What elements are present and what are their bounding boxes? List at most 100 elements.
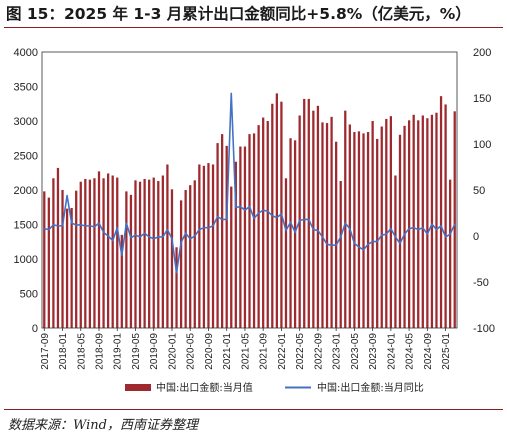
bar [362, 133, 365, 328]
bar [170, 189, 174, 328]
right-tick-label: 100 [473, 139, 491, 151]
line-point [102, 231, 105, 233]
line-point [226, 218, 228, 221]
line-point [330, 244, 333, 246]
legend-label-line: 中国:出口金额:当月同比 [317, 381, 424, 394]
x-tick-label: 2021-01 [222, 333, 233, 370]
bar [138, 181, 142, 328]
bar [435, 112, 438, 328]
line-point [317, 229, 319, 232]
line-point [294, 231, 296, 233]
bar [125, 191, 128, 328]
line-point [153, 238, 155, 240]
plot-frame [41, 51, 458, 329]
bar [417, 120, 420, 328]
line-point [431, 223, 433, 225]
x-tick-label: 2025-01 [441, 333, 452, 370]
x-tick-label: 2023-05 [350, 333, 361, 370]
line-point [417, 228, 419, 231]
line-point [235, 206, 237, 209]
line-point [299, 219, 301, 221]
line-point [43, 228, 45, 230]
bar [61, 190, 64, 328]
line-point [303, 218, 305, 221]
plot-border [41, 51, 458, 329]
bar [275, 93, 278, 329]
bar [453, 111, 456, 328]
bar [211, 164, 215, 328]
bar [198, 164, 201, 328]
line-point [340, 236, 342, 238]
line-point [52, 224, 55, 226]
line-point [171, 238, 173, 240]
bar [179, 200, 183, 328]
x-tick-label: 2024-01 [386, 333, 397, 370]
line-point [258, 212, 260, 214]
bar [193, 180, 196, 328]
line-point [66, 194, 68, 197]
left-tick-label: 3000 [14, 116, 38, 128]
line-point [48, 228, 50, 231]
bar [353, 132, 356, 328]
bar [184, 190, 187, 328]
x-tick-label: 2018-01 [58, 333, 69, 370]
bar [389, 116, 393, 328]
bar [316, 105, 320, 328]
line-point [440, 225, 442, 227]
bar [75, 190, 78, 328]
bar [111, 175, 114, 328]
x-tick-label: 2021-05 [240, 333, 251, 370]
left-tick-label: 1500 [14, 220, 38, 232]
line-point [349, 228, 351, 230]
title-rule [4, 27, 503, 28]
line-point [362, 249, 365, 251]
bar [175, 247, 178, 328]
legend: 中国:出口金额:当月值 中国:出口金额:当月同比 [125, 381, 424, 394]
left-tick-label: 4000 [14, 47, 38, 59]
bar [262, 117, 265, 328]
x-tick-label: 2017-09 [40, 333, 51, 370]
line-point [413, 227, 415, 229]
x-tick-label: 2020-01 [167, 333, 178, 370]
line-point [230, 92, 232, 94]
line-point [175, 272, 178, 274]
bar [289, 138, 292, 328]
left-tick-label: 3500 [14, 82, 38, 94]
bar [52, 178, 55, 328]
legend-label-bar: 中国:出口金额:当月值 [156, 381, 253, 394]
line-point [248, 205, 251, 208]
line-point [358, 246, 360, 248]
bar [120, 234, 123, 328]
bar [216, 143, 219, 328]
line-point [130, 237, 132, 239]
line-point [80, 224, 82, 226]
bar [284, 178, 288, 328]
bar [221, 134, 224, 328]
line-point [107, 235, 109, 237]
line-point [276, 217, 278, 219]
bar [243, 146, 247, 328]
line-point [116, 227, 118, 229]
bar [134, 180, 137, 328]
line-point [449, 233, 451, 235]
bar [307, 98, 310, 328]
line-point [144, 232, 146, 234]
line-point [239, 205, 241, 208]
bar [439, 96, 443, 328]
bar [339, 181, 342, 328]
line-point [75, 224, 77, 226]
bar [88, 179, 92, 328]
line-point [399, 242, 401, 244]
line-point [262, 209, 264, 211]
line-point [166, 228, 169, 231]
source-note: 数据来源：Wind，西南证券整理 [8, 418, 198, 433]
bar [97, 171, 101, 328]
bar [325, 123, 329, 328]
bar [157, 181, 160, 328]
line-point [61, 225, 64, 227]
line-series [43, 92, 456, 274]
line-point [353, 242, 355, 244]
bar [93, 178, 96, 328]
bar [312, 110, 315, 329]
